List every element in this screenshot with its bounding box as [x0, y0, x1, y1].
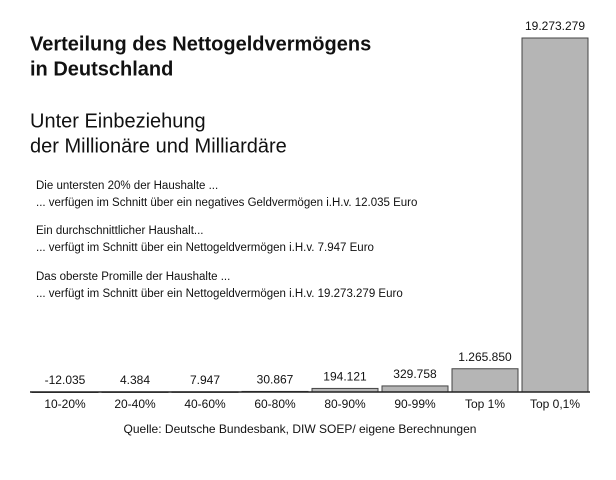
- value-label: 30.867: [257, 373, 294, 387]
- bar: [451, 368, 519, 393]
- x-tick-label: Top 0,1%: [530, 397, 580, 411]
- x-tick-label: 60-80%: [254, 397, 296, 411]
- value-label: 19.273.279: [525, 19, 585, 33]
- x-tick-label: 80-90%: [324, 397, 366, 411]
- value-label: -12.035: [45, 373, 86, 387]
- subtitle: Unter Einbeziehung: [30, 110, 206, 132]
- chart-title: in Deutschland: [30, 58, 173, 80]
- value-label: 329.758: [393, 367, 437, 381]
- value-label: 1.265.850: [458, 350, 512, 364]
- bar: [381, 385, 449, 393]
- source: Quelle: Deutsche Bundesbank, DIW SOEP/ e…: [124, 422, 477, 436]
- value-label: 4.384: [120, 373, 150, 387]
- value-label: 194.121: [323, 370, 367, 384]
- annotation: Ein durchschnittlicher Haushalt...: [36, 225, 203, 237]
- x-tick-label: 90-99%: [394, 397, 436, 411]
- chart-title: Verteilung des Nettogeldvermögens: [30, 33, 371, 55]
- x-tick-label: 40-60%: [184, 397, 226, 411]
- x-tick-label: 20-40%: [114, 397, 156, 411]
- annotation: ... verfügt im Schnitt über ein Nettogel…: [36, 288, 403, 300]
- x-tick-label: 10-20%: [44, 397, 86, 411]
- subtitle: der Millionäre und Milliardäre: [30, 135, 287, 157]
- annotation: ... verfügen im Schnitt über ein negativ…: [36, 197, 417, 209]
- x-tick-label: Top 1%: [465, 397, 505, 411]
- annotation: ... verfügt im Schnitt über ein Nettogel…: [36, 242, 374, 254]
- annotation: Das oberste Promille der Haushalte ...: [36, 271, 230, 283]
- value-label: 7.947: [190, 373, 220, 387]
- bar: [521, 37, 589, 393]
- annotation: Die untersten 20% der Haushalte ...: [36, 180, 218, 192]
